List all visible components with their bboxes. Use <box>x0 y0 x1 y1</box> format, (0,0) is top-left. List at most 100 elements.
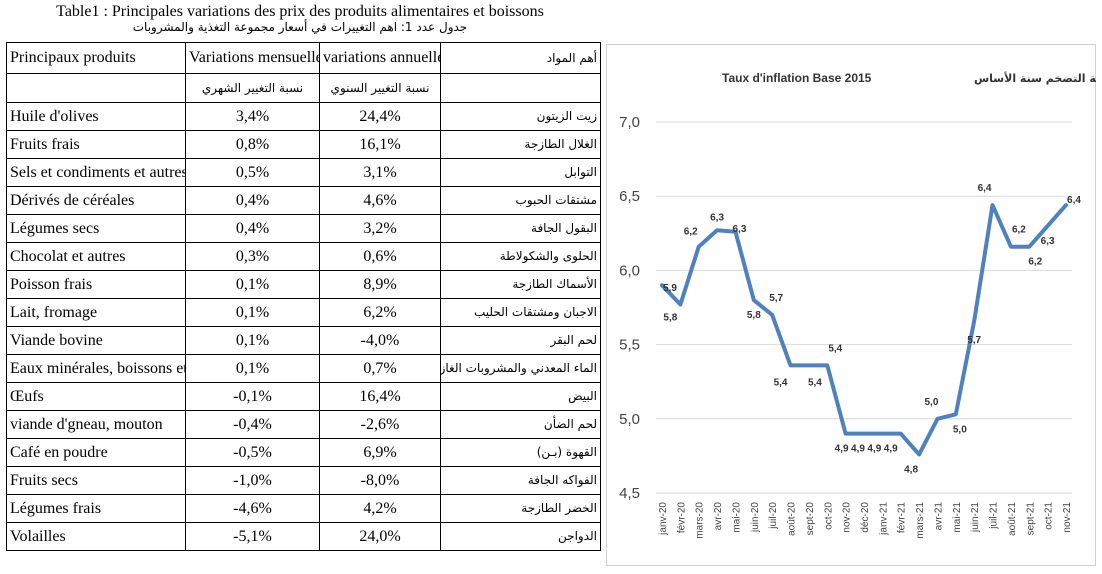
table-row: Chocolat et autres 0,3% 0,6% الحلوى والشكول… <box>6 242 601 271</box>
product-name-ar: الاجبان ومشتقات الحليب <box>440 298 601 327</box>
data-label: 6,2 <box>684 227 698 238</box>
product-name-fr: Légumes frais <box>6 494 186 523</box>
table-row: Viande bovine 0,1% -4,0% لحم البقر <box>6 326 601 355</box>
x-tick-label: juin-20 <box>750 502 761 533</box>
annual-variation: 0,6% <box>319 242 441 271</box>
y-tick-label: 6,0 <box>619 262 640 279</box>
monthly-variation: 0,8% <box>185 130 320 159</box>
product-name-fr: Eaux minérales, boissons et ju <box>6 354 186 383</box>
monthly-variation: 3,4% <box>185 102 320 131</box>
product-name-fr: Huile d'olives <box>6 102 186 131</box>
table-row: Huile d'olives 3,4% 24,4% زيت الزيتون <box>6 102 601 131</box>
x-tick-label: févr-20 <box>676 502 687 534</box>
annual-variation: 3,2% <box>319 214 441 243</box>
x-tick-label: juil-20 <box>768 502 779 530</box>
x-tick-label: oct-20 <box>823 502 834 530</box>
x-tick-label: mai-20 <box>731 502 742 533</box>
data-label: 5,0 <box>953 424 967 435</box>
monthly-variation: 0,1% <box>185 326 320 355</box>
product-name-ar: الحلوى والشكولاطة <box>440 242 601 271</box>
x-tick-label: juil-21 <box>989 502 1000 530</box>
monthly-variation: -4,6% <box>185 494 320 523</box>
data-label: 5,8 <box>747 310 761 321</box>
header-annual-fr: variations annuelles <box>319 42 441 74</box>
product-name-ar: البيض <box>440 382 601 411</box>
table-row: Eaux minérales, boissons et ju 0,1% 0,7% ال… <box>6 354 601 383</box>
product-name-fr: Café en poudre <box>6 438 186 467</box>
monthly-variation: -0,1% <box>185 382 320 411</box>
product-name-fr: Poisson frais <box>6 270 186 299</box>
inflation-chart-svg: Taux d'inflation Base 2015 نسبة التضخم س… <box>606 44 1096 566</box>
table-caption-ar: جدول عدد 1: اهم التغييرات في أسعار مجموع… <box>132 20 468 34</box>
subheader-empty <box>440 73 601 103</box>
x-tick-label: août-21 <box>1007 502 1018 536</box>
y-tick-label: 6,5 <box>619 188 640 205</box>
monthly-variation: -0,4% <box>185 410 320 439</box>
x-tick-label: févr-21 <box>897 502 908 534</box>
product-name-ar: الخضر الطازجة <box>440 494 601 523</box>
y-tick-label: 7,0 <box>619 114 640 131</box>
x-tick-label: avr-20 <box>713 502 724 531</box>
x-tick-label: oct-21 <box>1044 502 1055 530</box>
product-name-fr: Fruits secs <box>6 466 186 495</box>
x-tick-label: nov-20 <box>842 502 853 533</box>
product-name-ar: التوابل <box>440 158 601 187</box>
monthly-variation: 0,1% <box>185 270 320 299</box>
product-name-ar: لحم الضأن <box>440 410 601 439</box>
annual-variation: 24,0% <box>319 522 441 551</box>
monthly-variation: 0,4% <box>185 214 320 243</box>
data-label: 6,4 <box>978 183 992 194</box>
product-name-fr: Légumes secs <box>6 214 186 243</box>
x-tick-label: mars-21 <box>915 502 926 539</box>
chart-title: Taux d'inflation Base 2015 <box>722 71 872 85</box>
y-axis-ticks: 7,0 6,5 6,0 5,5 5,0 4,5 <box>619 114 640 502</box>
chart-title-ar: نسبة التضخم سنة الأساس <box>974 71 1096 85</box>
annual-variation: 16,1% <box>319 130 441 159</box>
data-label: 6,3 <box>733 224 747 235</box>
annual-variation: 8,9% <box>319 270 441 299</box>
data-label: 5,4 <box>774 377 788 388</box>
product-name-fr: Chocolat et autres <box>6 242 186 271</box>
x-tick-label: janv-20 <box>658 502 669 536</box>
data-label: 5,7 <box>769 293 783 304</box>
data-label: 4,9 <box>835 444 849 455</box>
product-name-ar: البقول الجافة <box>440 214 601 243</box>
x-tick-label: déc-20 <box>860 502 871 533</box>
y-tick-label: 5,5 <box>619 337 640 354</box>
product-name-fr: Sels et condiments et autres <box>6 158 186 187</box>
annual-variation: 3,1% <box>319 158 441 187</box>
x-tick-label: janv-21 <box>878 502 889 536</box>
annual-variation: -8,0% <box>319 466 441 495</box>
product-name-fr: Lait, fromage <box>6 298 186 327</box>
data-label: 5,7 <box>967 335 981 346</box>
header-monthly-ar: نسبة التغيير الشهري <box>185 73 320 103</box>
series-line <box>660 203 1068 457</box>
subheader-empty <box>6 73 186 103</box>
monthly-variation: 0,1% <box>185 298 320 327</box>
table-row: Dérivés de céréales 0,4% 4,6% مشتقات الحبوب <box>6 186 601 215</box>
x-tick-label: sept-20 <box>805 502 816 536</box>
x-tick-label: juin-21 <box>970 502 981 533</box>
annual-variation: 6,2% <box>319 298 441 327</box>
monthly-variation: 0,5% <box>185 158 320 187</box>
table-row: Légumes frais -4,6% 4,2% الخضر الطازجة <box>6 494 601 523</box>
data-label: 4,9 <box>851 444 865 455</box>
chart-border <box>606 44 1096 566</box>
chart-grid <box>656 121 1072 494</box>
x-tick-label: avr-21 <box>933 502 944 531</box>
product-name-fr: Fruits frais <box>6 130 186 159</box>
annual-variation: 4,6% <box>319 186 441 215</box>
data-label: 4,8 <box>904 464 918 475</box>
price-table-panel: Table1 : Principales variations des prix… <box>6 3 601 551</box>
table-caption-fr: Table1 : Principales variations des prix… <box>56 3 544 20</box>
header-product-fr: Principaux produits <box>6 42 186 74</box>
data-label: 5,9 <box>663 283 677 294</box>
table-row: Café en poudre -0,5% 6,9% القهوة (بـن) <box>6 438 601 467</box>
product-name-ar: زيت الزيتون <box>440 102 601 131</box>
x-axis-ticks: janv-20 févr-20 mars-20 avr-20 mai-20 juin-20… <box>658 502 1073 539</box>
inflation-chart: Taux d'inflation Base 2015 نسبة التضخم س… <box>606 44 1096 566</box>
x-tick-label: août-20 <box>787 502 798 536</box>
table-row: viande d'gneau, mouton -0,4% -2,6% لحم الضأ… <box>6 410 601 439</box>
product-name-ar: الدواجن <box>440 522 601 551</box>
table-subheader-row: نسبة التغيير الشهري نسبة التغيير السنوي <box>6 73 601 103</box>
